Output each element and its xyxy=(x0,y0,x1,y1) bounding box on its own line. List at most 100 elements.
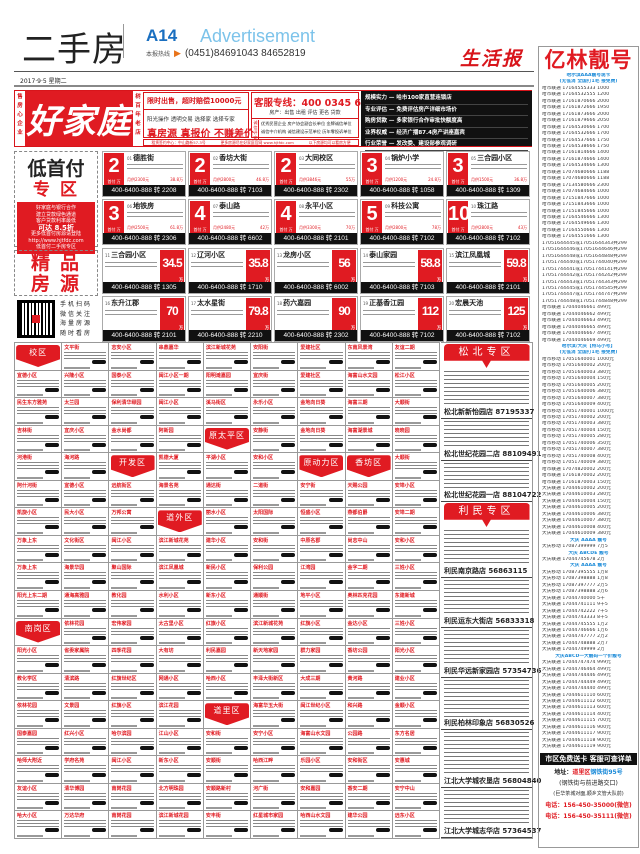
listing[interactable]: 安顺路新村 xyxy=(203,783,251,811)
listing[interactable]: 海景名苑 xyxy=(156,480,203,508)
listing[interactable]: 海富三期 xyxy=(345,398,392,425)
listing[interactable]: 清华博园 xyxy=(62,783,109,811)
listing[interactable]: 晓晓园 xyxy=(392,425,439,453)
listing[interactable]: 保利公园 xyxy=(251,563,298,590)
listing[interactable]: 安埠二期 xyxy=(392,508,439,535)
listing[interactable]: 大顺街 xyxy=(392,453,439,480)
listing[interactable]: 东南风景湾 xyxy=(345,343,392,370)
listing[interactable]: 香安二期 xyxy=(345,783,392,811)
listing[interactable]: 松江小区 xyxy=(392,370,439,398)
listing[interactable]: 奥林匹克花园 xyxy=(345,590,392,618)
listing[interactable]: 安丰街 xyxy=(203,811,251,838)
listing[interactable]: 闽江小区一期 xyxy=(156,370,203,398)
premium-card[interactable]: 15滨江凤凰城 59.8 万 400-6400-888 转 2101 xyxy=(446,248,530,294)
listing[interactable]: 太兰园 xyxy=(62,398,109,425)
listing[interactable]: 中原名郡 xyxy=(298,535,345,563)
listing[interactable]: 民生东方雅苑 xyxy=(15,398,62,425)
listing[interactable]: 滨江花园 xyxy=(156,701,203,728)
listing[interactable]: 爱建社区 xyxy=(298,343,345,370)
listing[interactable]: 滨江新城花苑 xyxy=(251,618,298,646)
listing[interactable]: 阿什河街 xyxy=(15,480,62,508)
listing[interactable]: 滨江凤凰城 xyxy=(156,563,203,590)
website-link[interactable]: http://www.hjtfdc.com xyxy=(28,237,84,244)
listing[interactable]: 阳光小区 xyxy=(15,646,62,673)
listing[interactable]: 宣德小区 xyxy=(62,480,109,508)
listing[interactable]: 哈西小区 xyxy=(203,673,251,701)
listing[interactable]: 万邦公寓 xyxy=(109,508,156,535)
listing[interactable]: 建华公园 xyxy=(345,811,392,838)
listing[interactable]: 恒盛小区 xyxy=(298,508,345,535)
listing[interactable]: 滨江新城花苑 xyxy=(203,343,251,370)
low-pay-card[interactable]: 10 首付 万 10珠江路 月供2800元 43万 400-6400-888 转 7… xyxy=(446,199,530,245)
listing[interactable]: 新天地家园 xyxy=(251,646,298,673)
listing[interactable]: 哈尔滨园 xyxy=(109,728,156,756)
low-pay-card[interactable]: 4 首付 万 08永平小区 月供3300元 70万 400-6400-888 转 2… xyxy=(274,199,358,245)
listing[interactable]: 金达小区 xyxy=(345,618,392,646)
listing[interactable]: 海富山水文园 xyxy=(298,728,345,756)
listing[interactable]: 通海高雅园 xyxy=(62,590,109,618)
listing[interactable]: 溪马街区 xyxy=(203,398,251,425)
listing[interactable]: 友谊二期 xyxy=(392,343,439,370)
listing[interactable]: 凯旋小区 xyxy=(15,508,62,535)
low-pay-card[interactable]: 3 首付 万 04锅炉小学 月供1200元 24.8万 400-6400-888 转… xyxy=(360,151,444,197)
listing[interactable]: 宣庆街 xyxy=(251,370,298,398)
listing[interactable]: 宣德小区 xyxy=(15,370,62,398)
listing[interactable]: 南岗花园 xyxy=(109,811,156,838)
listing[interactable]: 尚志中山 xyxy=(345,535,392,563)
listing[interactable]: 天赐公园 xyxy=(345,480,392,508)
premium-card[interactable]: 19正基香江园 112 万 400-6400-888 转 7102 xyxy=(360,296,444,342)
listing[interactable]: 红星城市家园 xyxy=(251,811,298,838)
listing[interactable]: 北方明珠园 xyxy=(156,783,203,811)
listing[interactable]: 哈西山水文园 xyxy=(298,811,345,838)
listing[interactable]: 河港街 xyxy=(15,453,62,480)
premium-card[interactable]: 13龙房小区 56 万 400-6400-888 转 6002 xyxy=(274,248,358,294)
listing[interactable]: 安宁小区 xyxy=(251,728,298,756)
listing[interactable]: 民大小区 xyxy=(62,508,109,535)
listing[interactable]: 省委家属院 xyxy=(62,646,109,673)
listing[interactable]: 和兴路 xyxy=(345,701,392,728)
listing[interactable]: 江山小区 xyxy=(156,728,203,756)
listing[interactable]: 红兴小区 xyxy=(62,728,109,756)
low-pay-card[interactable]: 3 首付 万 06地铁房 月供2500元 61.8万 400-6400-888 转 … xyxy=(102,199,186,245)
listing[interactable]: 万达华府 xyxy=(62,811,109,838)
listing[interactable]: 依林花园 xyxy=(62,618,109,646)
premium-card[interactable]: 17太水星街 79.8 万 400-6400-888 转 2210 xyxy=(188,296,272,342)
listing[interactable]: 海景华园 xyxy=(62,563,109,590)
listing[interactable]: 保利清华颐园 xyxy=(109,398,156,425)
listing[interactable]: 南岗花园 xyxy=(109,783,156,811)
listing[interactable]: 万象上东 xyxy=(15,563,62,590)
listing[interactable]: 通顺街 xyxy=(251,590,298,618)
listing[interactable]: 黄河路 xyxy=(345,673,392,701)
listing[interactable]: 哈西江畔 xyxy=(251,756,298,783)
listing[interactable]: 海富华玉大街 xyxy=(251,701,298,728)
listing[interactable]: 哈师大附近 xyxy=(15,756,62,783)
listing[interactable]: 群力家园 xyxy=(298,646,345,673)
listing[interactable]: 二道街 xyxy=(251,480,298,508)
listing[interactable]: 公园路 xyxy=(345,728,392,756)
listing[interactable]: 宏伟家园 xyxy=(109,618,156,646)
listing[interactable]: 教化学区 xyxy=(15,673,62,701)
listing[interactable]: 安阳街 xyxy=(251,343,298,370)
listing[interactable]: 凯德大厦 xyxy=(156,453,203,480)
listing[interactable]: 阳光上东二期 xyxy=(15,590,62,618)
listing[interactable]: 红旗世纪区 xyxy=(109,673,156,701)
listing[interactable]: 国泰嘉园 xyxy=(15,728,62,756)
listing[interactable]: 安和小区 xyxy=(392,535,439,563)
listing[interactable]: 香坊公园 xyxy=(345,646,392,673)
listing[interactable]: 三姓小区 xyxy=(392,618,439,646)
listing[interactable]: 安顺街 xyxy=(203,756,251,783)
listing[interactable]: 大顺街 xyxy=(392,398,439,425)
low-pay-card[interactable]: 3 首付 万 05三合园小区 月供1500元 36.8万 400-6400-888 … xyxy=(446,151,530,197)
listing[interactable]: 友谊小区 xyxy=(15,783,62,811)
listing[interactable]: 金水尚都 xyxy=(109,425,156,453)
listing[interactable]: 丰泽大街新区 xyxy=(251,673,298,701)
listing[interactable]: 丽水小区 xyxy=(203,508,251,535)
listing[interactable]: 闽江小区 xyxy=(109,756,156,783)
listing[interactable]: 东方名居 xyxy=(392,728,439,756)
listing[interactable]: 吉林街 xyxy=(15,425,62,453)
listing[interactable]: 志安小区 xyxy=(109,343,156,370)
listing[interactable]: 太阳国际 xyxy=(251,508,298,535)
listing[interactable]: 哈大小区 xyxy=(15,811,62,838)
premium-card[interactable]: 18药六嘉园 90 万 400-6400-888 转 2302 xyxy=(274,296,358,342)
listing[interactable]: 燕都伯爵 xyxy=(345,508,392,535)
